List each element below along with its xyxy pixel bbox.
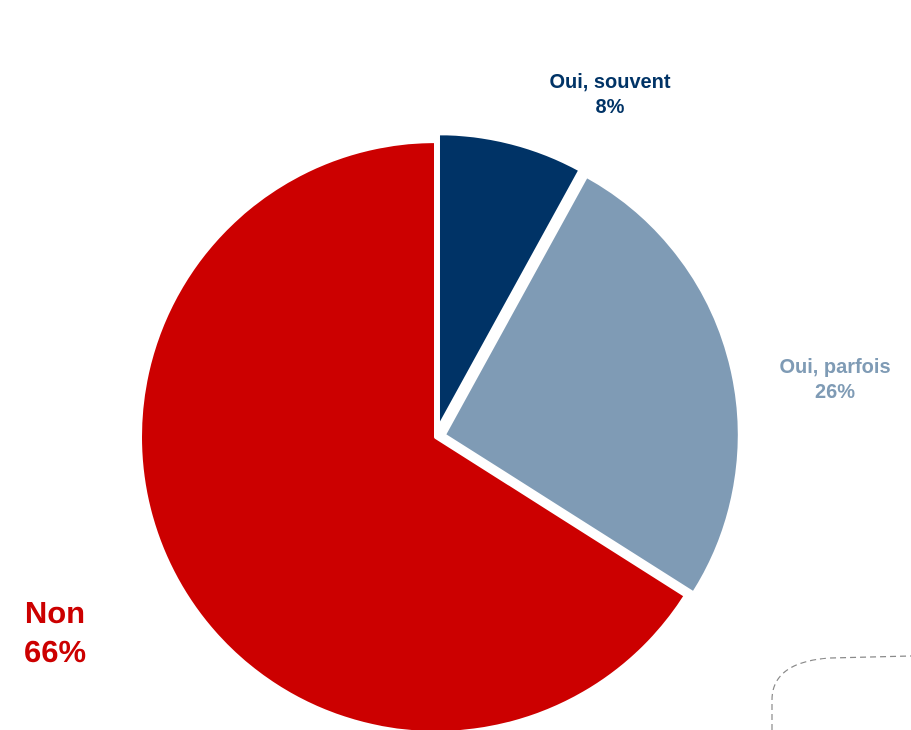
slice-label-oui-parfois: Oui, parfois 26%	[750, 355, 911, 405]
pie-slice-oui-parfois	[441, 173, 742, 596]
pie-slices	[138, 131, 742, 730]
slice-label-value: 66%	[23, 633, 87, 669]
slice-label-value: 8%	[595, 96, 625, 118]
slice-label-oui-souvent: Oui, souvent 8%	[520, 70, 700, 120]
slice-label-value: 26%	[814, 381, 856, 403]
decorative-dashed-corner	[771, 655, 911, 730]
slice-label-text: Oui, souvent	[549, 71, 671, 93]
slice-label-text: Oui, parfois	[779, 356, 891, 378]
pie-slice-non	[138, 139, 688, 730]
slice-label-non: Non 66%	[0, 594, 110, 672]
pie-slice-oui-souvent	[435, 131, 583, 432]
slice-label-text: Non	[24, 595, 86, 630]
